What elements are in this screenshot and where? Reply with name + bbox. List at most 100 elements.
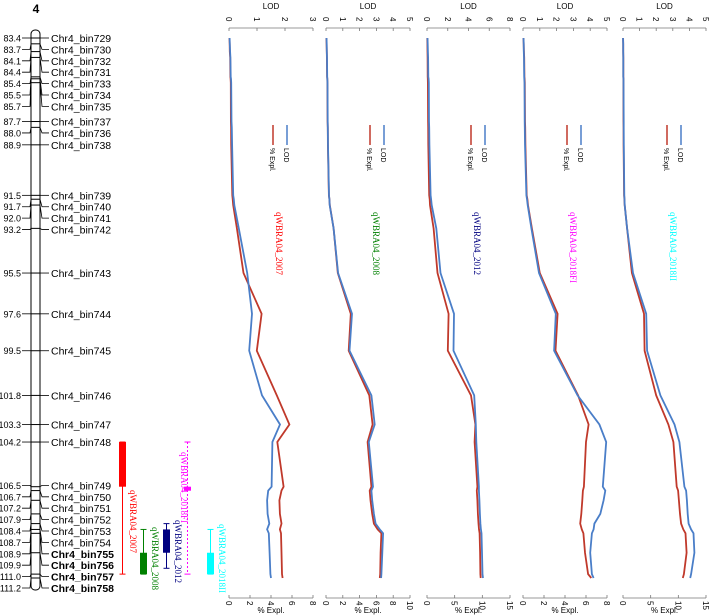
marker-name: Chr4_bin747 <box>51 420 111 432</box>
marker-position: 109.9 <box>0 561 21 571</box>
expl-tick-label: 4 <box>355 601 364 606</box>
marker-name: Chr4_bin754 <box>51 537 111 549</box>
pos-connector <box>22 199 32 208</box>
lod-tick-label: 0 <box>518 17 527 22</box>
lod-tick-label: 6 <box>484 17 493 22</box>
pos-connector <box>22 484 32 487</box>
qtl-interval-bar <box>184 486 191 491</box>
qtl-interval-bar <box>119 442 126 487</box>
lod-tick-label: 3 <box>371 17 380 22</box>
lod-tick-label: 4 <box>585 17 594 22</box>
expl-tick-label: 4 <box>560 601 569 606</box>
pos-connector <box>22 523 32 532</box>
qtl-interval-bar <box>163 529 170 553</box>
lod-tick-label: 0 <box>224 17 233 22</box>
expl-tick-label: 0 <box>422 601 431 606</box>
legend-expl-label: % Expl. <box>365 148 372 172</box>
lod-curve <box>426 37 484 579</box>
marker-position: 108.4 <box>0 527 21 537</box>
expl-tick-label: 6 <box>371 601 380 606</box>
marker-name: Chr4_bin752 <box>51 515 111 527</box>
lod-tick-label: 4 <box>464 17 473 22</box>
marker-position: 106.7 <box>0 492 21 502</box>
name-connector <box>39 577 49 589</box>
lod-tick-label: 2 <box>443 17 452 22</box>
lod-axis-title: LOD <box>656 2 673 11</box>
panel-3: LOD 0 2 4 6 8 0 5 10 15 % Expl. % Expl. LOD qWBRA04_2… <box>422 2 514 615</box>
lod-tick-label: 4 <box>684 17 693 22</box>
qtl-interval-label: qWBRA04_2012 <box>173 520 183 583</box>
marker-position: 104.2 <box>0 438 21 448</box>
pos-connector <box>22 82 32 107</box>
expl-tick-label: 5 <box>646 601 655 606</box>
qtl-interval-label: qWBRA04_2018FI <box>179 452 189 523</box>
marker-position: 93.2 <box>3 225 21 235</box>
lod-tick-label: 3 <box>308 17 317 22</box>
name-connector <box>39 523 49 532</box>
expl-tick-label: 8 <box>388 601 397 606</box>
marker-position: 108.9 <box>0 549 21 559</box>
marker-name: Chr4_bin735 <box>51 101 111 113</box>
expl-tick-label: 15 <box>505 601 514 610</box>
pos-connector <box>22 577 32 589</box>
expl-tick-label: 10 <box>673 601 682 610</box>
expl-tick-label: 4 <box>266 601 275 606</box>
qtl-interval-bars: qWBRA04_2007 qWBRA04_2018FI qWBRA04_2008 qW… <box>119 441 227 593</box>
marker-position: 84.1 <box>3 56 21 66</box>
lod-tick-label: 2 <box>651 17 660 22</box>
lod-axis-title: LOD <box>360 2 377 11</box>
marker-position: 85.4 <box>3 79 21 89</box>
lod-tick-label: 1 <box>535 17 544 22</box>
legend-lod-label: LOD <box>480 148 487 162</box>
legend-lod-label: LOD <box>676 148 683 162</box>
panel-4: LOD 0 1 2 3 4 5 0 2 4 6 8 % Expl. % Expl. LOD qWBRA04_2… <box>518 2 611 615</box>
panel-qtl-label: qWBRA04_2012 <box>472 212 482 275</box>
marker-position: 83.4 <box>3 34 21 44</box>
expl-axis-title: % Expl. <box>651 606 678 615</box>
marker-position: 101.8 <box>0 391 21 401</box>
lod-tick-label: 1 <box>338 17 347 22</box>
marker-position: 108.7 <box>0 538 21 548</box>
lod-axis-title: LOD <box>263 2 280 11</box>
lod-curve <box>325 37 385 579</box>
expl-tick-label: 6 <box>287 601 296 606</box>
marker-name: Chr4_bin746 <box>51 390 111 402</box>
marker-position: 87.7 <box>3 117 21 127</box>
expl-axis-title: % Expl. <box>257 606 284 615</box>
lod-tick-label: 5 <box>602 17 611 22</box>
pos-connector <box>22 490 32 498</box>
lod-tick-label: 8 <box>505 17 514 22</box>
expl-axis-title: % Expl. <box>455 606 482 615</box>
marker-name: Chr4_bin732 <box>51 56 111 68</box>
name-connector <box>39 199 49 208</box>
marker-name: Chr4_bin748 <box>51 437 111 449</box>
lod-tick-label: 0 <box>321 17 330 22</box>
legend-expl-label: % Expl. <box>466 148 473 172</box>
name-connector <box>39 76 49 84</box>
marker-name: Chr4_bin757 <box>51 572 114 584</box>
marker-name: Chr4_bin742 <box>51 225 111 237</box>
lod-tick-label: 0 <box>422 17 431 22</box>
name-connector <box>39 552 49 566</box>
qtl-interval-label: qWBRA04_2007 <box>128 490 138 554</box>
legend-lod-label: LOD <box>282 148 289 162</box>
name-connector <box>39 228 49 230</box>
expl-tick-label: 0 <box>321 601 330 606</box>
lod-tick-label: 2 <box>552 17 561 22</box>
name-connector <box>39 57 49 73</box>
marker-position: 106.5 <box>0 481 21 491</box>
expl-curve <box>325 37 383 579</box>
expl-tick-label: 15 <box>701 601 709 610</box>
pos-connector <box>22 205 32 219</box>
legend-expl-label: % Expl. <box>268 148 275 172</box>
legend-lod-label: LOD <box>379 148 386 162</box>
marker-name: Chr4_bin753 <box>51 526 111 538</box>
name-connector <box>39 500 49 509</box>
name-connector <box>39 204 49 219</box>
expl-axis-title: % Expl. <box>354 606 381 615</box>
marker-name: Chr4_bin744 <box>51 309 111 321</box>
marker-name: Chr4_bin738 <box>51 140 111 152</box>
chromosome-body <box>30 29 41 591</box>
marker-position: 103.3 <box>0 420 21 430</box>
lod-tick-label: 2 <box>280 17 289 22</box>
